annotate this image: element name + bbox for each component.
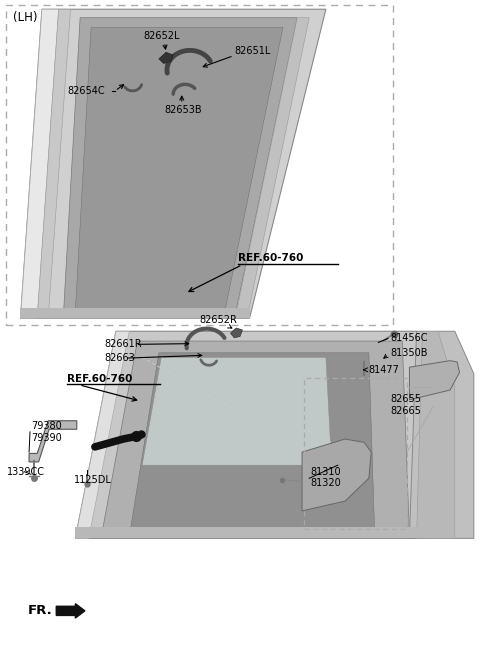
Polygon shape: [63, 18, 297, 315]
Polygon shape: [75, 331, 129, 539]
FancyArrow shape: [56, 604, 85, 618]
Polygon shape: [409, 361, 459, 400]
Text: 82665: 82665: [390, 406, 421, 416]
Text: 82661R: 82661R: [104, 339, 142, 350]
Polygon shape: [142, 358, 332, 465]
Polygon shape: [21, 9, 59, 318]
Text: 82655: 82655: [390, 394, 421, 403]
Text: 82651L: 82651L: [234, 46, 271, 56]
Text: 1125DL: 1125DL: [74, 474, 112, 485]
Text: (LH): (LH): [13, 11, 38, 24]
Polygon shape: [409, 331, 474, 539]
Text: REF.60-760: REF.60-760: [67, 373, 132, 384]
Text: 81310: 81310: [311, 466, 341, 477]
Text: 81456C: 81456C: [390, 333, 428, 344]
Text: 79390: 79390: [31, 433, 62, 443]
Polygon shape: [235, 18, 309, 318]
Text: FR.: FR.: [28, 604, 52, 617]
Text: 82652L: 82652L: [143, 31, 180, 41]
Polygon shape: [302, 439, 371, 511]
Polygon shape: [230, 328, 242, 338]
Text: 81350B: 81350B: [390, 348, 428, 358]
Polygon shape: [29, 420, 77, 462]
Text: 79380: 79380: [31, 421, 62, 431]
Text: 81320: 81320: [311, 478, 341, 489]
Polygon shape: [21, 308, 250, 318]
Polygon shape: [75, 331, 426, 539]
Polygon shape: [130, 353, 374, 531]
Text: 82652R: 82652R: [200, 316, 238, 325]
Text: 82663: 82663: [104, 353, 135, 363]
Polygon shape: [75, 28, 283, 312]
Text: 82653B: 82653B: [164, 104, 202, 115]
Polygon shape: [75, 527, 426, 539]
Text: 1339CC: 1339CC: [7, 466, 45, 477]
Polygon shape: [102, 341, 409, 535]
Polygon shape: [21, 9, 326, 318]
Text: 81477: 81477: [368, 365, 399, 375]
Polygon shape: [159, 52, 173, 64]
Polygon shape: [37, 9, 71, 318]
Text: 82654C: 82654C: [67, 86, 105, 96]
Polygon shape: [417, 331, 455, 539]
Text: REF.60-760: REF.60-760: [238, 253, 303, 263]
